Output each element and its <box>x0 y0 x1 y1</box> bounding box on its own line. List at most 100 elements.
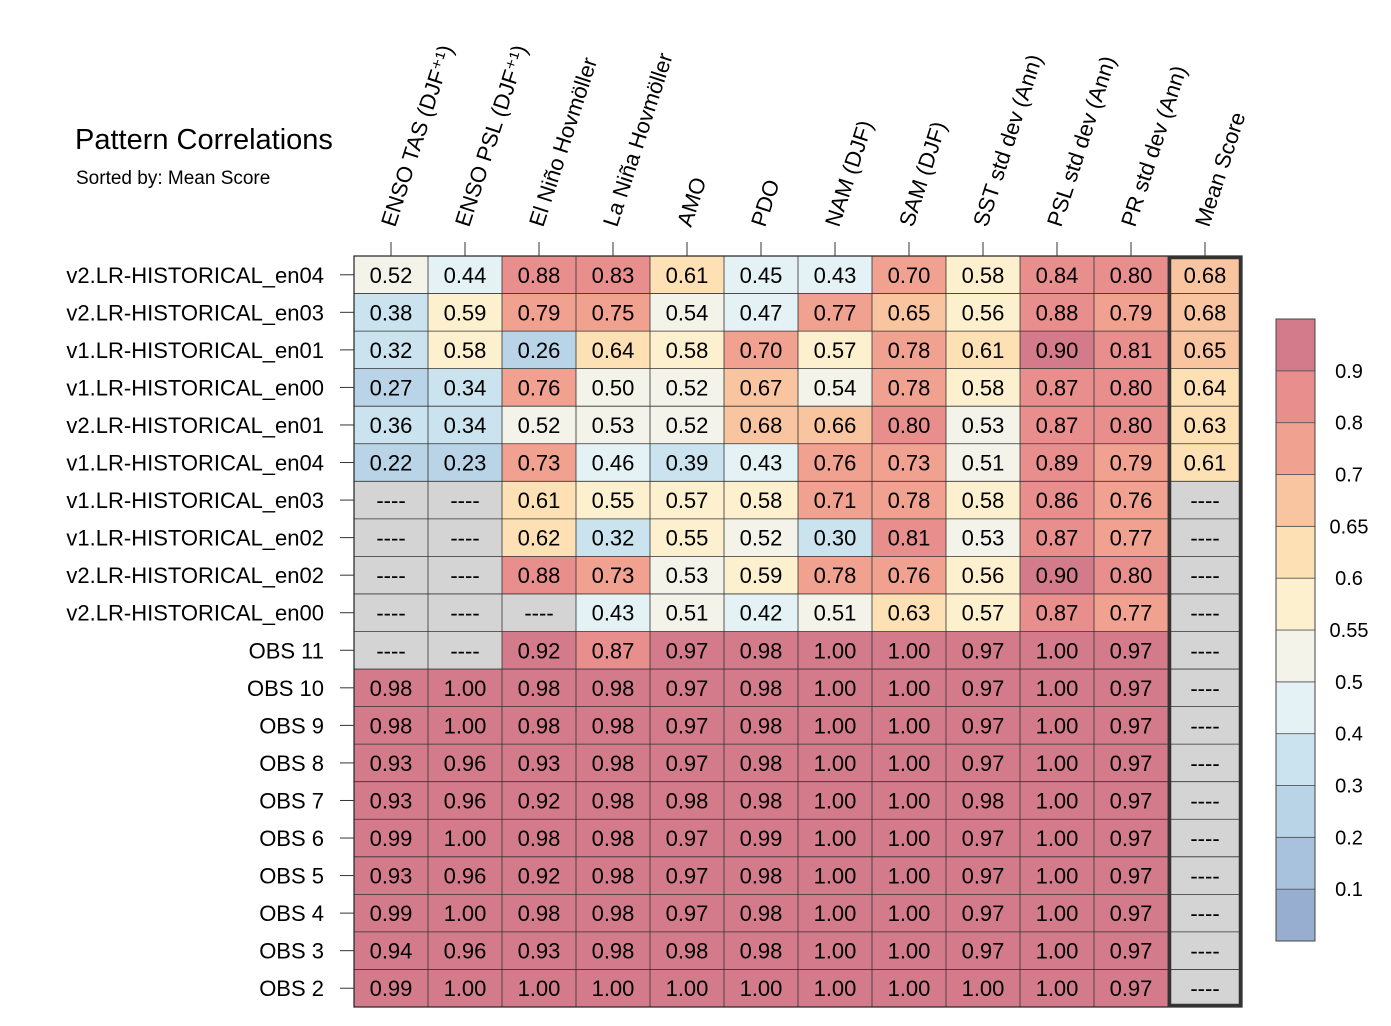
heatmap-cell <box>428 669 502 707</box>
cell-value: 0.32 <box>592 526 635 551</box>
heatmap-cell <box>1094 744 1168 782</box>
heatmap-cell <box>502 856 576 895</box>
cell-value: 0.92 <box>518 864 561 889</box>
cell-value: 0.80 <box>1110 375 1153 400</box>
cell-value: 0.43 <box>814 263 857 288</box>
cell-value: 0.98 <box>740 788 783 813</box>
colorbar-segment <box>1275 629 1316 683</box>
cell-value: 0.97 <box>666 676 709 701</box>
cell-value: 0.77 <box>1110 601 1153 626</box>
heatmap-cell <box>1094 593 1168 632</box>
heatmap-cell <box>798 781 872 820</box>
cell-value: 0.90 <box>1036 563 1079 588</box>
heatmap-cell <box>650 443 724 482</box>
cell-value: 0.50 <box>592 375 635 400</box>
cell-value: 1.00 <box>1036 676 1079 701</box>
cell-value: 0.76 <box>888 563 931 588</box>
heatmap-cell <box>1094 256 1168 294</box>
heatmap-cell <box>1020 331 1094 369</box>
cell-value: 0.98 <box>666 788 709 813</box>
cell-value: 0.97 <box>666 826 709 851</box>
cell-value: 0.52 <box>370 263 413 288</box>
heatmap-cell <box>724 443 798 482</box>
colorbar-segment <box>1275 370 1316 424</box>
cell-value: 0.65 <box>1184 338 1227 363</box>
cell-value: ---- <box>376 488 405 513</box>
cell-value: 0.51 <box>814 601 857 626</box>
heatmap-cell <box>798 931 872 970</box>
heatmap-cell <box>798 856 872 895</box>
cell-value: 0.98 <box>518 676 561 701</box>
heatmap-cell <box>798 669 872 707</box>
column-label: ENSO PSL (DJF⁺¹) <box>450 42 532 230</box>
cell-value: ---- <box>450 601 479 626</box>
cell-value: 0.58 <box>740 488 783 513</box>
cell-value: 0.97 <box>1110 676 1153 701</box>
cell-value: 0.98 <box>592 788 635 813</box>
cell-value: 0.78 <box>888 375 931 400</box>
cell-value: 0.87 <box>592 638 635 663</box>
heatmap-cell <box>1020 856 1094 895</box>
cell-value: 1.00 <box>1036 864 1079 889</box>
heatmap-cell <box>1168 856 1242 895</box>
row-label: v2.LR-HISTORICAL_en03 <box>66 300 324 325</box>
cell-value: 0.58 <box>962 375 1005 400</box>
cell-value: 0.97 <box>1110 864 1153 889</box>
heatmap-cell <box>650 931 724 970</box>
heatmap-cell <box>1020 406 1094 444</box>
cell-value: 1.00 <box>814 901 857 926</box>
heatmap-cell <box>724 856 798 895</box>
cell-value: 0.98 <box>370 713 413 738</box>
row-label: OBS 7 <box>259 788 324 813</box>
heatmap-cell <box>502 406 576 444</box>
heatmap-cell <box>650 819 724 857</box>
colorbar-segment <box>1275 474 1316 527</box>
heatmap-cell <box>354 819 428 857</box>
row-label: OBS 2 <box>259 976 324 1001</box>
heatmap-cell <box>1020 969 1094 1007</box>
row-label: v2.LR-HISTORICAL_en04 <box>66 263 324 288</box>
cell-value: 0.70 <box>740 338 783 363</box>
cell-value: 0.93 <box>518 939 561 964</box>
cell-value: 0.55 <box>592 488 635 513</box>
heatmap-cell <box>724 894 798 932</box>
cell-value: 1.00 <box>888 976 931 1001</box>
cell-value: 0.88 <box>1036 300 1079 325</box>
row-label: OBS 5 <box>259 864 324 889</box>
heatmap-cell <box>724 406 798 444</box>
cell-value: 0.75 <box>592 300 635 325</box>
row-label: OBS 9 <box>259 713 324 738</box>
heatmap-cell <box>1020 706 1094 745</box>
heatmap-cell <box>502 443 576 482</box>
heatmap-cell <box>946 744 1020 782</box>
cell-value: 0.98 <box>740 713 783 738</box>
column-label: La Niña Hovmöller <box>598 50 678 230</box>
cell-value: 0.62 <box>518 526 561 551</box>
cell-value: 0.97 <box>962 864 1005 889</box>
heatmap-cell <box>650 256 724 294</box>
heatmap-cell <box>354 706 428 745</box>
colorbar-segment <box>1275 785 1316 838</box>
heatmap-cell <box>798 331 872 369</box>
heatmap-cell <box>428 331 502 369</box>
heatmap-cell <box>872 894 946 932</box>
cell-value: 0.51 <box>962 451 1005 476</box>
heatmap-cell <box>1168 368 1242 407</box>
cell-value: 0.76 <box>1110 488 1153 513</box>
cell-value: ---- <box>1190 563 1219 588</box>
heatmap-cell <box>1168 293 1242 332</box>
cell-value: ---- <box>376 563 405 588</box>
heatmap-cell <box>724 969 798 1007</box>
heatmap-cell <box>428 368 502 407</box>
heatmap-cell <box>576 744 650 782</box>
cell-value: 1.00 <box>888 638 931 663</box>
heatmap-cell <box>428 406 502 444</box>
colorbar-label: 0.55 <box>1330 620 1369 642</box>
cell-value: 1.00 <box>814 676 857 701</box>
cell-value: 0.67 <box>740 375 783 400</box>
heatmap-cell <box>428 856 502 895</box>
cell-value: ---- <box>1190 488 1219 513</box>
heatmap-cell <box>354 556 428 594</box>
cell-value: 0.99 <box>370 901 413 926</box>
heatmap-cell <box>1094 406 1168 444</box>
